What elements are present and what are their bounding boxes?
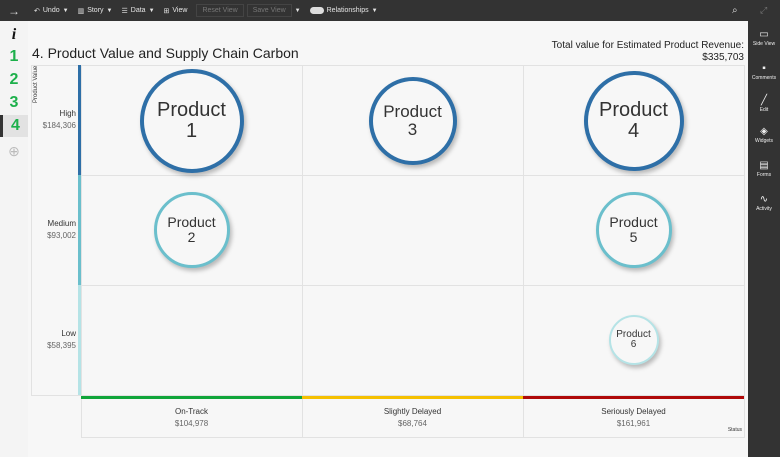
column-label: Slightly Delayed $68,764 bbox=[383, 407, 442, 428]
side-view-button[interactable]: ▭ Side View bbox=[748, 29, 780, 47]
search-icon[interactable]: ⌕ bbox=[732, 5, 738, 16]
page-3[interactable]: 3 bbox=[9, 94, 19, 111]
product-bubble[interactable]: Product 1 bbox=[139, 69, 244, 173]
clipboard-icon: ▤ bbox=[759, 160, 769, 171]
matrix-cell bbox=[81, 285, 303, 396]
total-value: $335,703 bbox=[702, 52, 744, 63]
page-4[interactable]: 4 bbox=[0, 115, 28, 137]
activity-button[interactable]: ∿ Activity bbox=[748, 194, 780, 212]
add-page-icon[interactable]: ⊕ bbox=[8, 143, 20, 159]
column-color-bar bbox=[81, 396, 302, 399]
row-color-bar bbox=[78, 65, 81, 175]
pencil-icon: ╱ bbox=[760, 95, 768, 106]
pulse-icon: ∿ bbox=[759, 194, 769, 205]
product-bubble[interactable]: Product 6 bbox=[608, 315, 659, 365]
total-revenue: Total value for Estimated Product Revenu… bbox=[552, 40, 744, 64]
canvas: 4. Product Value and Supply Chain Carbon… bbox=[28, 21, 748, 457]
row-label: Low $58,395 bbox=[47, 329, 76, 350]
row-color-bar bbox=[78, 285, 81, 395]
matrix-cell bbox=[302, 285, 524, 396]
database-icon: ☰ bbox=[121, 7, 128, 15]
matrix-cell bbox=[302, 175, 524, 286]
x-axis-label: Status bbox=[727, 427, 742, 433]
page-title: 4. Product Value and Supply Chain Carbon bbox=[32, 45, 299, 61]
comment-icon: ▪ bbox=[762, 63, 766, 74]
page-2[interactable]: 2 bbox=[9, 71, 19, 88]
column-color-bar bbox=[302, 396, 523, 399]
column-label: Seriously Delayed $161,961 bbox=[601, 407, 666, 428]
product-bubble[interactable]: Product 5 bbox=[595, 192, 672, 268]
y-axis-panel bbox=[31, 65, 81, 396]
fullscreen-icon[interactable]: ⤢ bbox=[760, 5, 768, 15]
right-sidebar: ▭ Side View ▪ Comments ╱ Edit ◈ Widgets ▤ For… bbox=[748, 21, 780, 457]
y-axis-label: Product Value bbox=[33, 65, 39, 103]
relationships-toggle[interactable]: Relationships ▼ bbox=[309, 7, 378, 14]
view-button[interactable]: ⊞ View bbox=[163, 7, 188, 15]
row-color-bar bbox=[78, 175, 81, 285]
forms-button[interactable]: ▤ Forms bbox=[748, 160, 780, 178]
edit-button[interactable]: ╱ Edit bbox=[748, 95, 780, 113]
widgets-button[interactable]: ◈ Widgets bbox=[748, 126, 780, 144]
total-label: Total value for Estimated Product Revenu… bbox=[551, 40, 744, 51]
reset-view-button[interactable]: Reset View bbox=[196, 4, 244, 17]
story-button[interactable]: ▥ Story ▼ bbox=[77, 7, 113, 15]
data-button[interactable]: ☰ Data ▼ bbox=[121, 7, 155, 15]
side-view-icon: ▭ bbox=[759, 29, 769, 40]
info-icon[interactable]: i bbox=[11, 26, 17, 43]
row-label: Medium $93,002 bbox=[47, 219, 76, 240]
page-nav: i 1 2 3 4 ⊕ bbox=[0, 21, 28, 457]
toolbar: → ↶ Undo ▼ ▥ Story ▼ ☰ Data ▼ ⊞ View Reset V… bbox=[0, 0, 780, 21]
save-view-dropdown[interactable]: ▼ bbox=[294, 7, 301, 14]
undo-button[interactable]: ↶ Undo ▼ bbox=[34, 7, 69, 15]
product-bubble[interactable]: Product 4 bbox=[583, 71, 684, 171]
comments-button[interactable]: ▪ Comments bbox=[748, 63, 780, 81]
product-bubble[interactable]: Product 3 bbox=[368, 77, 457, 165]
product-bubble[interactable]: Product 2 bbox=[153, 192, 230, 268]
column-label: On-Track $104,978 bbox=[174, 407, 209, 428]
grid-icon: ⊞ bbox=[163, 7, 170, 15]
row-label: High $184,306 bbox=[42, 109, 76, 130]
toggle-switch[interactable] bbox=[309, 7, 324, 14]
undo-icon: ↶ bbox=[34, 7, 40, 15]
column-color-bar bbox=[523, 396, 744, 399]
save-view-button[interactable]: Save View bbox=[246, 4, 292, 17]
layers-icon: ◈ bbox=[760, 126, 768, 137]
expand-arrow-icon[interactable]: → bbox=[8, 3, 20, 18]
book-icon: ▥ bbox=[77, 7, 85, 15]
page-1[interactable]: 1 bbox=[9, 48, 19, 65]
